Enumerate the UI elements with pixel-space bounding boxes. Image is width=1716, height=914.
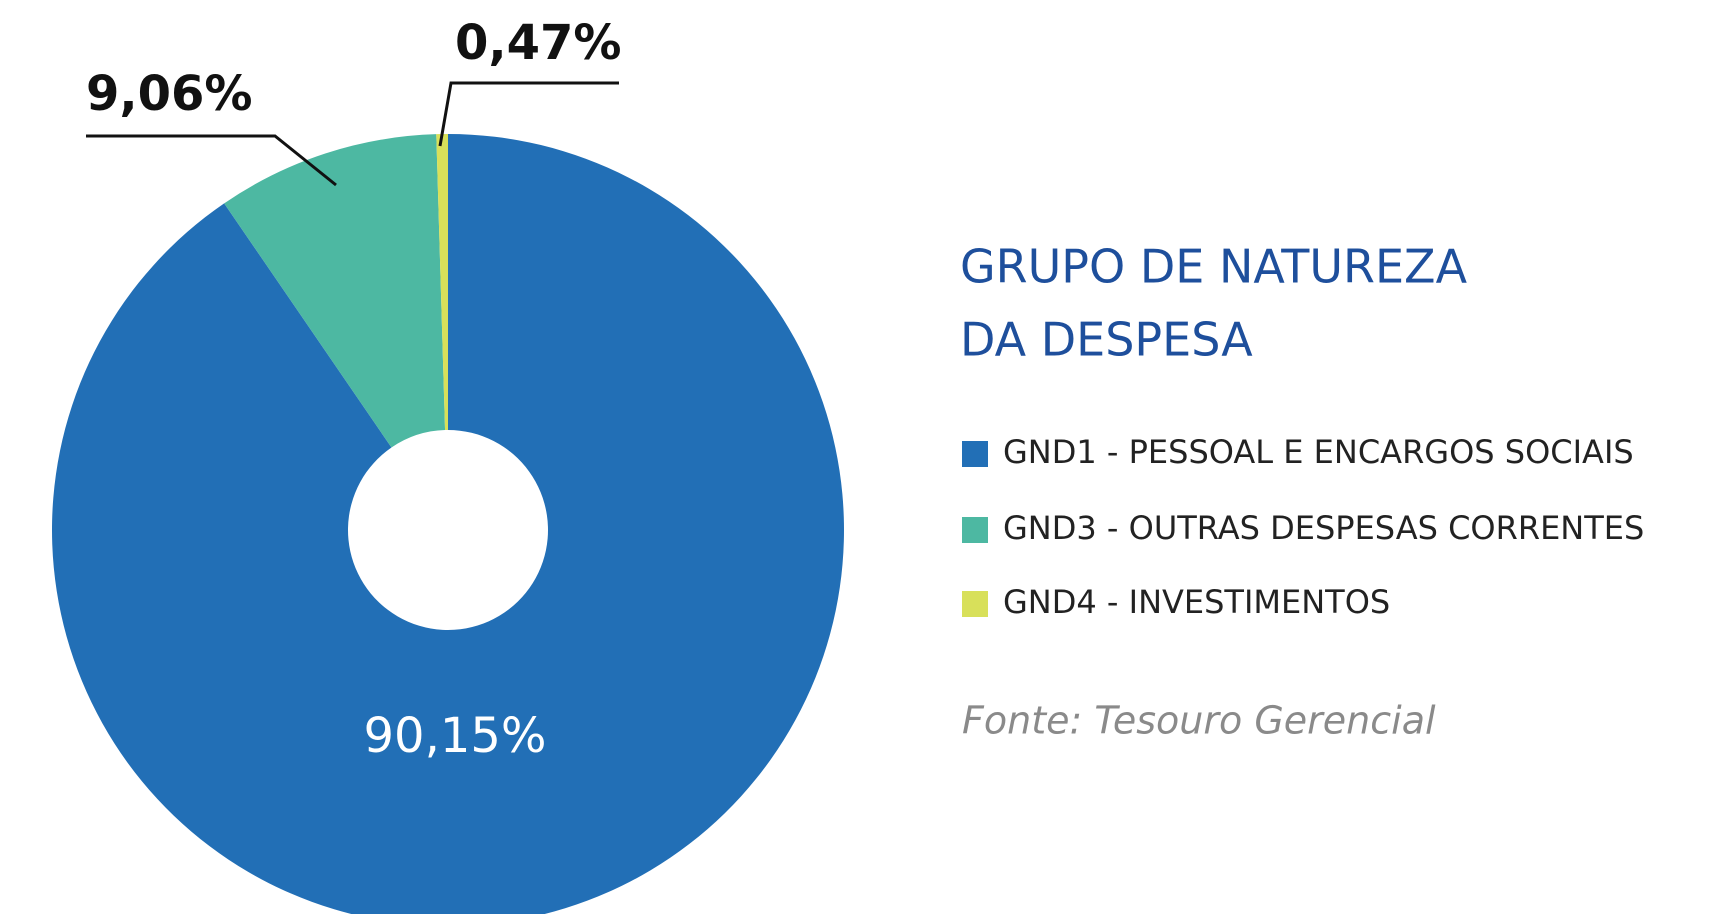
slice — [224, 134, 446, 448]
slice — [52, 134, 844, 914]
legend-swatch — [962, 441, 988, 467]
legend-label: GND4 - INVESTIMENTOS — [1003, 583, 1390, 621]
data-label: 9,06% — [86, 66, 253, 122]
data-label: 0,47% — [455, 15, 622, 71]
slice — [436, 134, 448, 431]
legend-title: GRUPO DE NATUREZA — [960, 240, 1468, 294]
legend-label: GND3 - OUTRAS DESPESAS CORRENTES — [1003, 509, 1644, 547]
leader-line — [438, 81, 619, 147]
legend-swatch — [962, 591, 988, 617]
legend-label: GND1 - PESSOAL E ENCARGOS SOCIAIS — [1003, 433, 1634, 471]
source: Fonte: Tesouro Gerencial — [962, 699, 1436, 743]
legend-swatch — [962, 517, 988, 543]
legend-title: DA DESPESA — [960, 313, 1253, 367]
leader-line — [86, 134, 337, 187]
data-label: 90,15% — [363, 708, 546, 764]
